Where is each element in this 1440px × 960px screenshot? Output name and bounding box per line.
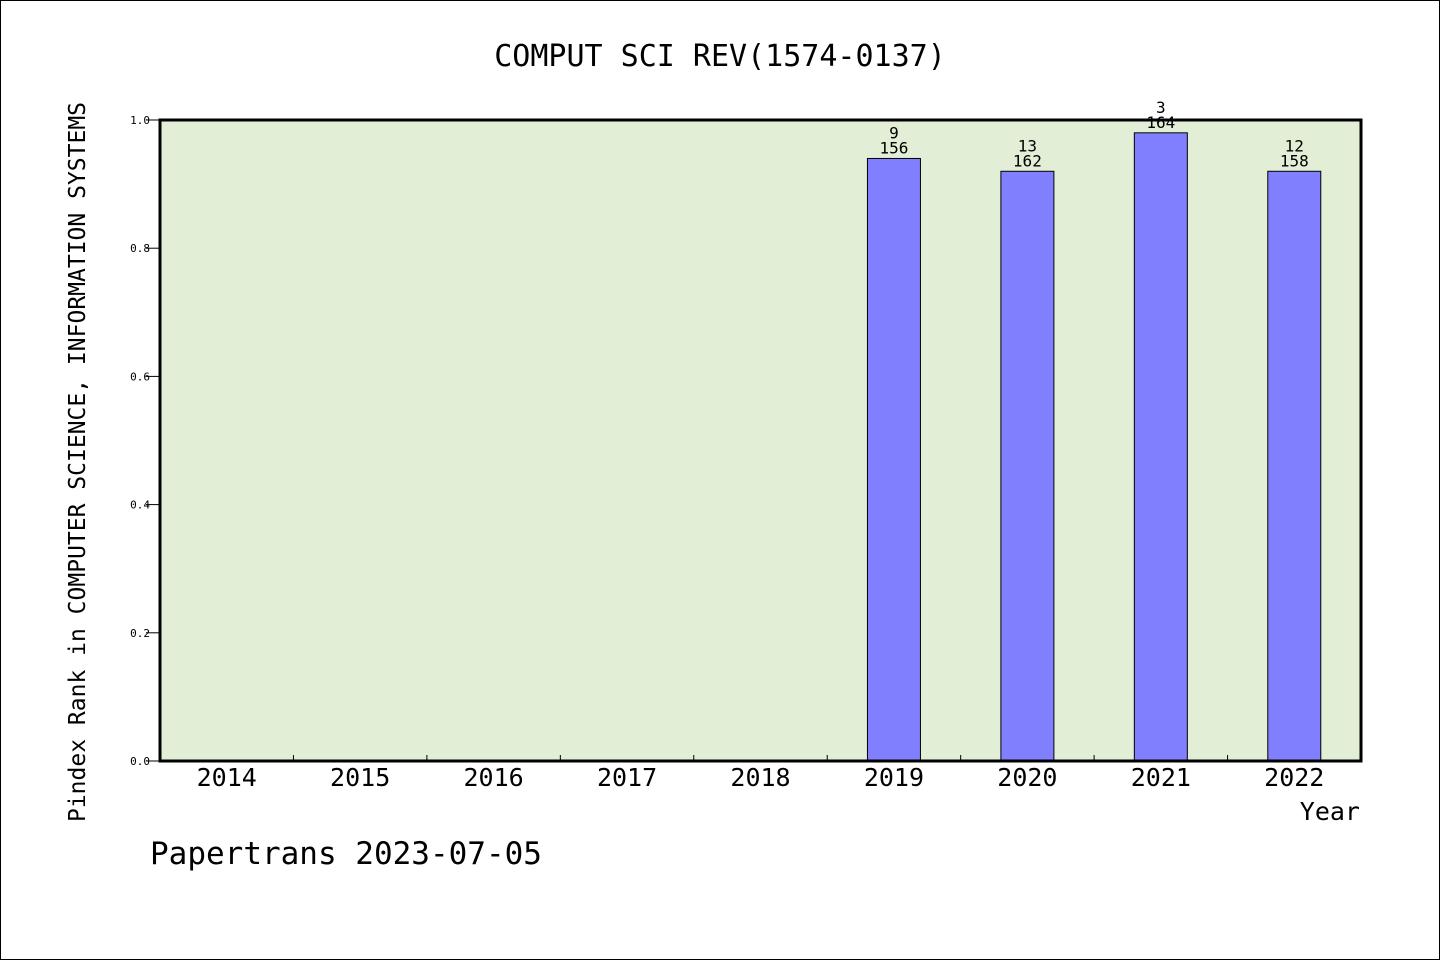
- x-tick-label: 2015: [330, 763, 390, 792]
- y-axis: 0.0 0.2 0.4 0.6 0.8 1.0: [130, 114, 160, 768]
- bar-2022: [1267, 170, 1322, 762]
- y-tick-label: 1.0: [130, 114, 150, 127]
- x-tick-label: 2018: [730, 763, 790, 792]
- x-tick-label: 2020: [997, 763, 1057, 792]
- x-tick-label: 2021: [1131, 763, 1191, 792]
- bar-total-label: 158: [1280, 151, 1309, 170]
- y-axis-label: Pindex Rank in COMPUTER SCIENCE, INFORMA…: [65, 102, 91, 822]
- y-tick-label: 0.2: [130, 627, 150, 640]
- bar-total-label: 162: [1013, 151, 1042, 170]
- chart-title: COMPUT SCI REV(1574-0137): [494, 39, 946, 74]
- y-tick-label: 0.8: [130, 242, 150, 255]
- plot-border: [158, 118, 1363, 763]
- x-axis-label: Year: [1300, 797, 1360, 826]
- bar-2019: [866, 157, 921, 762]
- bar-rank-label: 13: [1018, 136, 1037, 155]
- x-axis: 2014 2015 2016 2017 2018 2019 2020 2021 2022: [197, 755, 1324, 792]
- x-tick-label: 2017: [597, 763, 657, 792]
- y-tick-label: 0.4: [130, 499, 150, 512]
- x-tick-label: 2019: [864, 763, 924, 792]
- bar-rank-label: 3: [1156, 98, 1166, 117]
- bar-2021: [1133, 132, 1188, 762]
- bar-total-label: 156: [879, 138, 908, 157]
- x-tick-label: 2022: [1264, 763, 1324, 792]
- x-tick-label: 2016: [464, 763, 524, 792]
- bar-rank-label: 12: [1285, 136, 1304, 155]
- y-tick-label: 0.6: [130, 370, 150, 383]
- bar-rank-label: 9: [889, 123, 899, 142]
- footer-watermark: Papertrans 2023-07-05: [150, 836, 542, 872]
- y-tick-label: 0.0: [130, 755, 150, 768]
- bar-2020: [1000, 170, 1055, 762]
- bar-total-label: 164: [1146, 113, 1175, 132]
- x-tick-label: 2014: [197, 763, 257, 792]
